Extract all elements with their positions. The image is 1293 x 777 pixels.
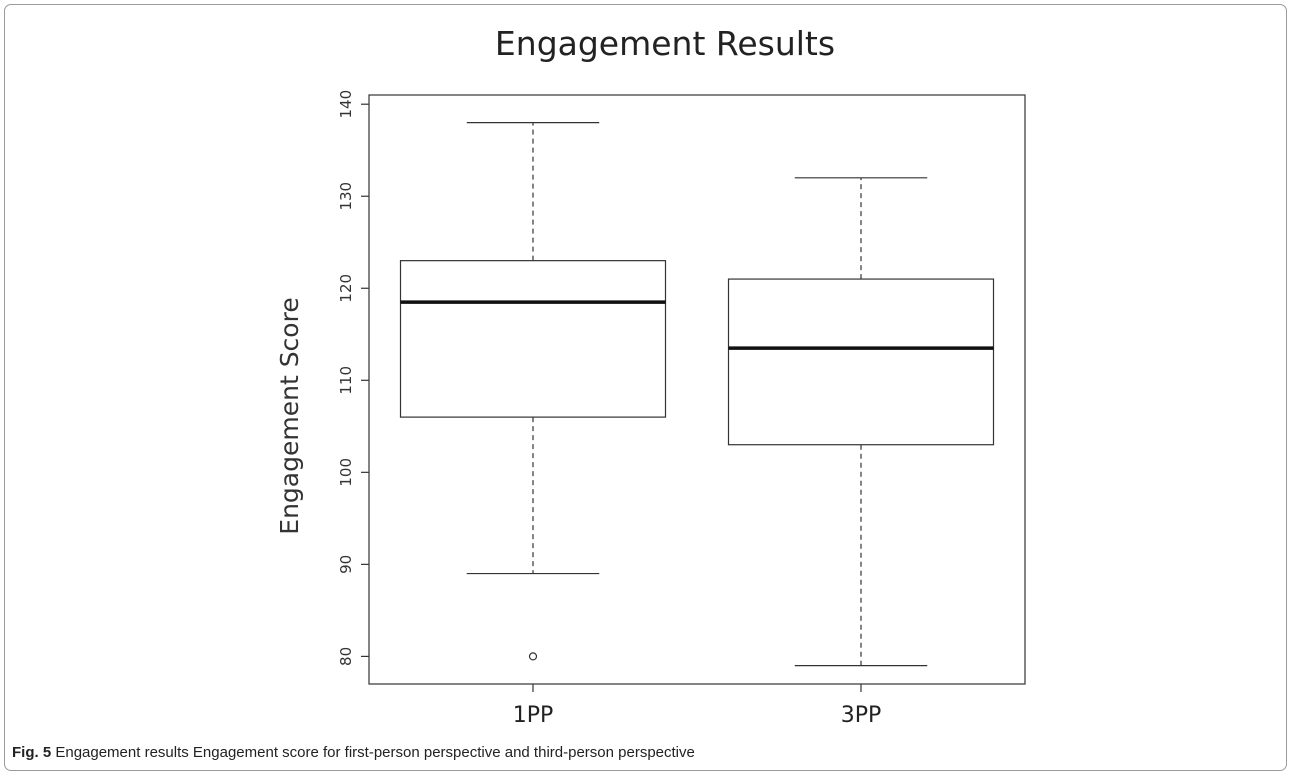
outlier-point — [528, 652, 538, 661]
y-axis-label: Engagement Score — [275, 297, 304, 534]
y-tick-label: 110 — [337, 366, 355, 395]
y-tick-label: 140 — [337, 90, 355, 119]
y-tick-label: 80 — [337, 647, 355, 666]
boxplot-chart: Engagement Results 80 90 100 110 120 130 140 1P… — [275, 24, 1026, 728]
y-tick-label: 120 — [337, 274, 355, 303]
chart-title: Engagement Results — [495, 24, 835, 63]
box-1PP — [399, 260, 667, 418]
plot-border — [368, 94, 1026, 685]
figure-caption: Fig. 5 Engagement results Engagement sco… — [12, 744, 695, 761]
y-tick-label: 100 — [337, 458, 355, 487]
box-3PP — [727, 278, 995, 446]
y-tick-label: 130 — [337, 182, 355, 211]
y-tick-label: 90 — [337, 555, 355, 574]
figure-caption-label: Fig. 5 — [12, 744, 52, 761]
x-tick-label: 1PP — [513, 703, 554, 728]
x-tick-label: 3PP — [841, 703, 882, 728]
figure-caption-text: Engagement results Engagement score for … — [55, 744, 695, 761]
plot-area: 80 90 100 110 120 130 140 1PP 3PP — [337, 90, 1026, 728]
